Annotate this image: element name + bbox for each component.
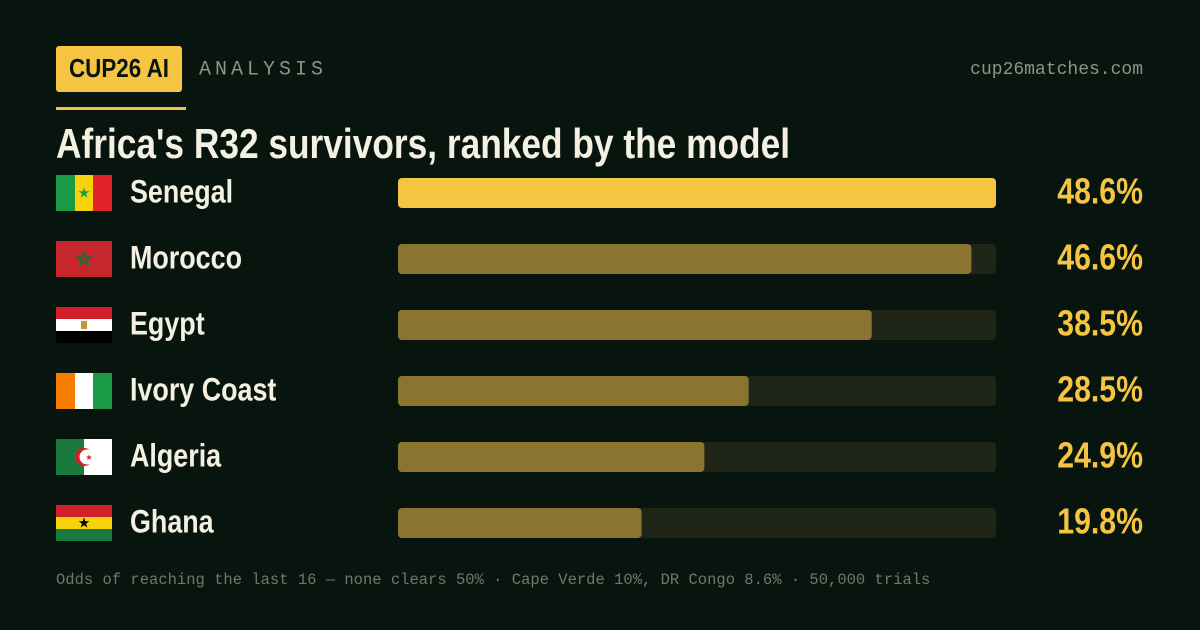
name-group: Senegal	[130, 174, 233, 210]
svg-text:★: ★	[78, 185, 91, 201]
category-label: Egypt	[130, 306, 205, 342]
value-group: 48.6%	[1057, 172, 1143, 212]
section: ANALYSIS	[199, 58, 327, 81]
svg-text:★: ★	[85, 453, 92, 462]
brand: CUP26 AI	[69, 53, 169, 83]
bar	[398, 508, 642, 538]
name-group: Algeria	[130, 438, 222, 474]
bar	[398, 442, 705, 472]
category-label: Morocco	[130, 240, 242, 276]
brand-badge	[56, 46, 182, 92]
value-group: 24.9%	[1057, 436, 1143, 476]
value-group: 28.5%	[1057, 370, 1143, 410]
footnote: Odds of reaching the last 16 — none clea…	[56, 571, 930, 589]
name-group: Morocco	[130, 240, 242, 276]
value-label: 24.9%	[1057, 436, 1143, 476]
flag	[56, 373, 112, 409]
category-label: Senegal	[130, 174, 233, 210]
value-group: 46.6%	[1057, 238, 1143, 278]
category-label: Ghana	[130, 504, 214, 540]
name-group: Egypt	[130, 306, 205, 342]
value-group: 19.8%	[1057, 502, 1143, 542]
underline	[56, 107, 186, 110]
value-group: 38.5%	[1057, 304, 1143, 344]
site: cup26matches.com	[970, 60, 1143, 80]
name-group: Ghana	[130, 504, 214, 540]
value-label: 46.6%	[1057, 238, 1143, 278]
bar	[398, 376, 749, 406]
flag: ★	[56, 505, 112, 541]
bar	[398, 244, 972, 274]
flag: ★	[56, 439, 112, 475]
value-label: 19.8%	[1057, 502, 1143, 542]
name-group: Ivory Coast	[130, 372, 277, 408]
svg-text:★: ★	[78, 515, 91, 531]
value-label: 38.5%	[1057, 304, 1143, 344]
category-label: Algeria	[130, 438, 222, 474]
flag	[56, 307, 112, 343]
category-label: Ivory Coast	[130, 372, 277, 408]
value-label: 48.6%	[1057, 172, 1143, 212]
svg-text:☆: ☆	[76, 249, 92, 269]
chart-title: Africa's R32 survivors, ranked by the mo…	[56, 120, 790, 167]
value-label: 28.5%	[1057, 370, 1143, 410]
bar	[398, 310, 872, 340]
flag: ★	[56, 175, 112, 211]
flag: ☆	[56, 241, 112, 277]
bar	[398, 178, 996, 208]
